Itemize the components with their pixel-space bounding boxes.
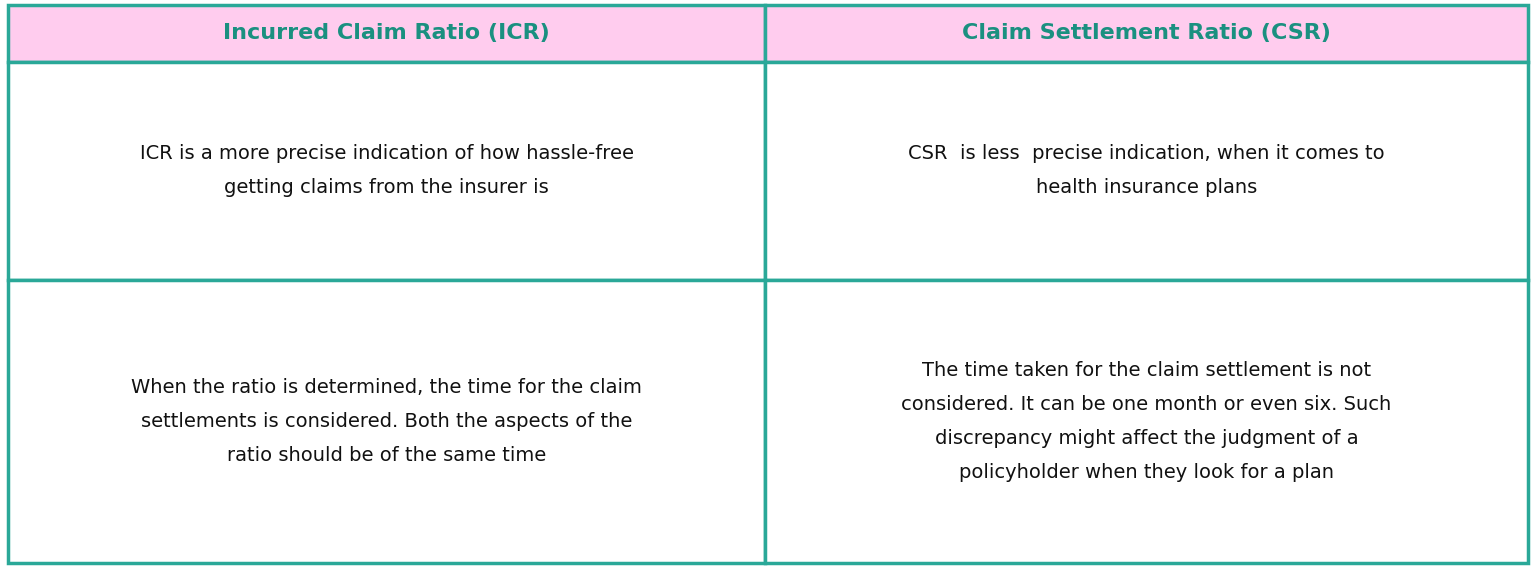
FancyBboxPatch shape [8, 62, 765, 280]
Text: The time taken for the claim settlement is not
considered. It can be one month o: The time taken for the claim settlement … [902, 361, 1392, 482]
FancyBboxPatch shape [765, 5, 1528, 62]
Text: When the ratio is determined, the time for the claim
settlements is considered. : When the ratio is determined, the time f… [131, 378, 642, 465]
Text: Claim Settlement Ratio (CSR): Claim Settlement Ratio (CSR) [962, 23, 1330, 43]
Text: CSR  is less  precise indication, when it comes to
health insurance plans: CSR is less precise indication, when it … [908, 145, 1385, 197]
FancyBboxPatch shape [765, 62, 1528, 280]
FancyBboxPatch shape [765, 280, 1528, 563]
FancyBboxPatch shape [8, 280, 765, 563]
Text: Incurred Claim Ratio (ICR): Incurred Claim Ratio (ICR) [223, 23, 550, 43]
FancyBboxPatch shape [8, 5, 765, 62]
Text: ICR is a more precise indication of how hassle-free
getting claims from the insu: ICR is a more precise indication of how … [140, 145, 633, 197]
